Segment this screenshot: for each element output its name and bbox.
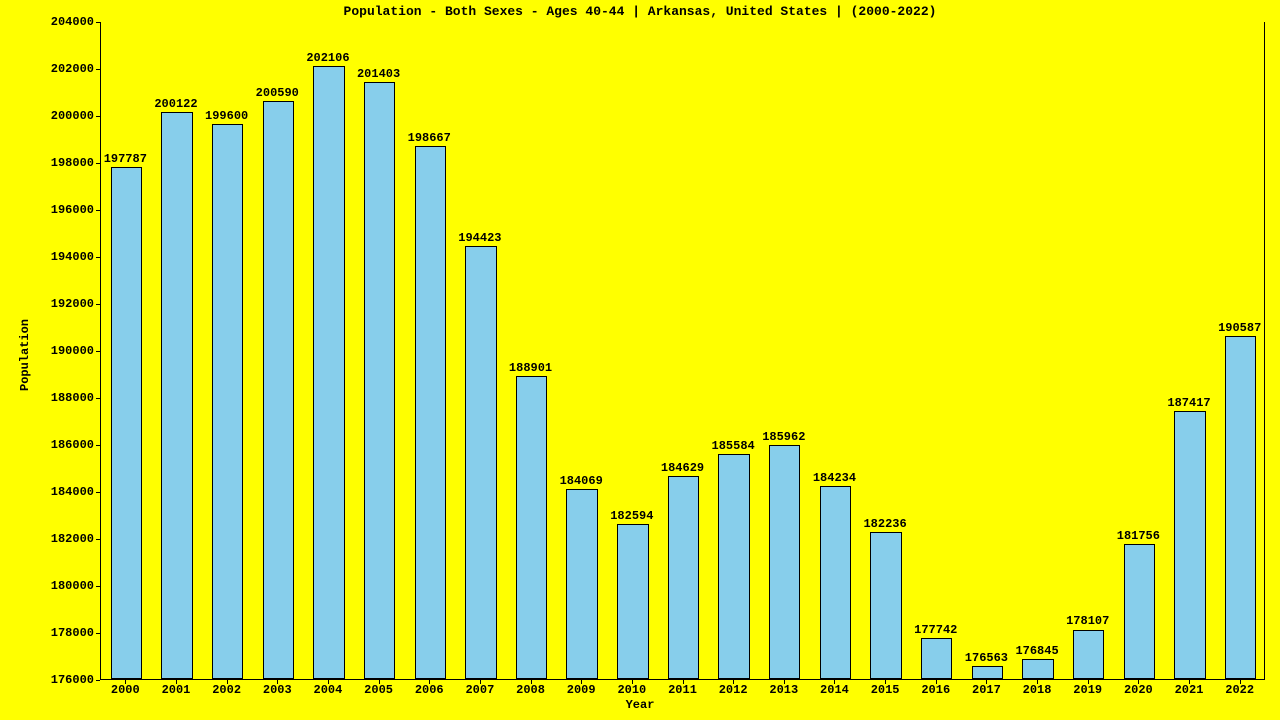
x-tick-label: 2017 — [964, 683, 1008, 697]
x-tick-label: 2008 — [509, 683, 553, 697]
y-tick-label: 194000 — [40, 250, 94, 264]
x-tick-label: 2009 — [559, 683, 603, 697]
bar — [1174, 411, 1205, 679]
y-tick-label: 188000 — [40, 391, 94, 405]
bar — [668, 476, 699, 679]
bar-value-label: 182236 — [855, 517, 915, 531]
y-tick-label: 176000 — [40, 673, 94, 687]
bar-value-label: 199600 — [197, 109, 257, 123]
bar-value-label: 178107 — [1058, 614, 1118, 628]
bar — [263, 101, 294, 679]
x-tick-label: 2010 — [610, 683, 654, 697]
bar — [516, 376, 547, 679]
bar — [718, 454, 749, 679]
x-tick-label: 2002 — [205, 683, 249, 697]
bar-value-label: 202106 — [298, 51, 358, 65]
x-tick-label: 2003 — [255, 683, 299, 697]
y-tick-label: 184000 — [40, 485, 94, 499]
bar — [972, 666, 1003, 679]
bar — [870, 532, 901, 679]
bar — [212, 124, 243, 679]
bar-value-label: 184069 — [551, 474, 611, 488]
bar-value-label: 185962 — [754, 430, 814, 444]
bar — [1022, 659, 1053, 679]
y-tick-label: 204000 — [40, 15, 94, 29]
bar-value-label: 182594 — [602, 509, 662, 523]
bar-value-label: 188901 — [501, 361, 561, 375]
x-tick-label: 2001 — [154, 683, 198, 697]
bar-value-label: 184234 — [804, 471, 864, 485]
y-tick-label: 186000 — [40, 438, 94, 452]
plot-area — [100, 22, 1265, 680]
x-tick-label: 2007 — [458, 683, 502, 697]
y-tick-label: 178000 — [40, 626, 94, 640]
y-tick-label: 200000 — [40, 109, 94, 123]
bar-value-label: 177742 — [906, 623, 966, 637]
x-tick-label: 2006 — [407, 683, 451, 697]
bar-value-label: 194423 — [450, 231, 510, 245]
bar — [313, 66, 344, 679]
bar — [161, 112, 192, 679]
x-tick-label: 2018 — [1015, 683, 1059, 697]
bar — [111, 167, 142, 679]
x-tick-label: 2020 — [1116, 683, 1160, 697]
y-tick-label: 202000 — [40, 62, 94, 76]
bar-value-label: 201403 — [349, 67, 409, 81]
x-tick-label: 2021 — [1167, 683, 1211, 697]
bar-value-label: 200590 — [247, 86, 307, 100]
y-tick-label: 196000 — [40, 203, 94, 217]
y-axis-label: Population — [18, 319, 32, 391]
x-tick-label: 2011 — [661, 683, 705, 697]
bar-value-label: 176845 — [1007, 644, 1067, 658]
bar-value-label: 198667 — [399, 131, 459, 145]
y-tick-label: 198000 — [40, 156, 94, 170]
bar — [769, 445, 800, 679]
bar — [465, 246, 496, 679]
bar — [921, 638, 952, 679]
x-axis-label: Year — [0, 698, 1280, 712]
x-tick-label: 2000 — [103, 683, 147, 697]
bar — [364, 82, 395, 679]
x-tick-label: 2022 — [1218, 683, 1262, 697]
y-tick-label: 190000 — [40, 344, 94, 358]
x-tick-label: 2014 — [812, 683, 856, 697]
chart-title: Population - Both Sexes - Ages 40-44 | A… — [0, 4, 1280, 19]
bar — [1225, 336, 1256, 679]
x-tick-label: 2019 — [1066, 683, 1110, 697]
bar — [1124, 544, 1155, 679]
bar-value-label: 187417 — [1159, 396, 1219, 410]
chart-canvas: Population - Both Sexes - Ages 40-44 | A… — [0, 0, 1280, 720]
x-tick-label: 2015 — [863, 683, 907, 697]
bar-value-label: 197787 — [95, 152, 155, 166]
bar — [820, 486, 851, 679]
x-tick-label: 2004 — [306, 683, 350, 697]
bar — [566, 489, 597, 679]
y-tick-label: 180000 — [40, 579, 94, 593]
bar-value-label: 184629 — [653, 461, 713, 475]
x-tick-label: 2016 — [914, 683, 958, 697]
y-tick-label: 192000 — [40, 297, 94, 311]
bar — [1073, 630, 1104, 680]
bar-value-label: 181756 — [1108, 529, 1168, 543]
x-tick-label: 2005 — [357, 683, 401, 697]
x-tick-label: 2013 — [762, 683, 806, 697]
bar — [415, 146, 446, 679]
x-tick-label: 2012 — [711, 683, 755, 697]
bar-value-label: 190587 — [1210, 321, 1270, 335]
y-tick-label: 182000 — [40, 532, 94, 546]
bar — [617, 524, 648, 679]
